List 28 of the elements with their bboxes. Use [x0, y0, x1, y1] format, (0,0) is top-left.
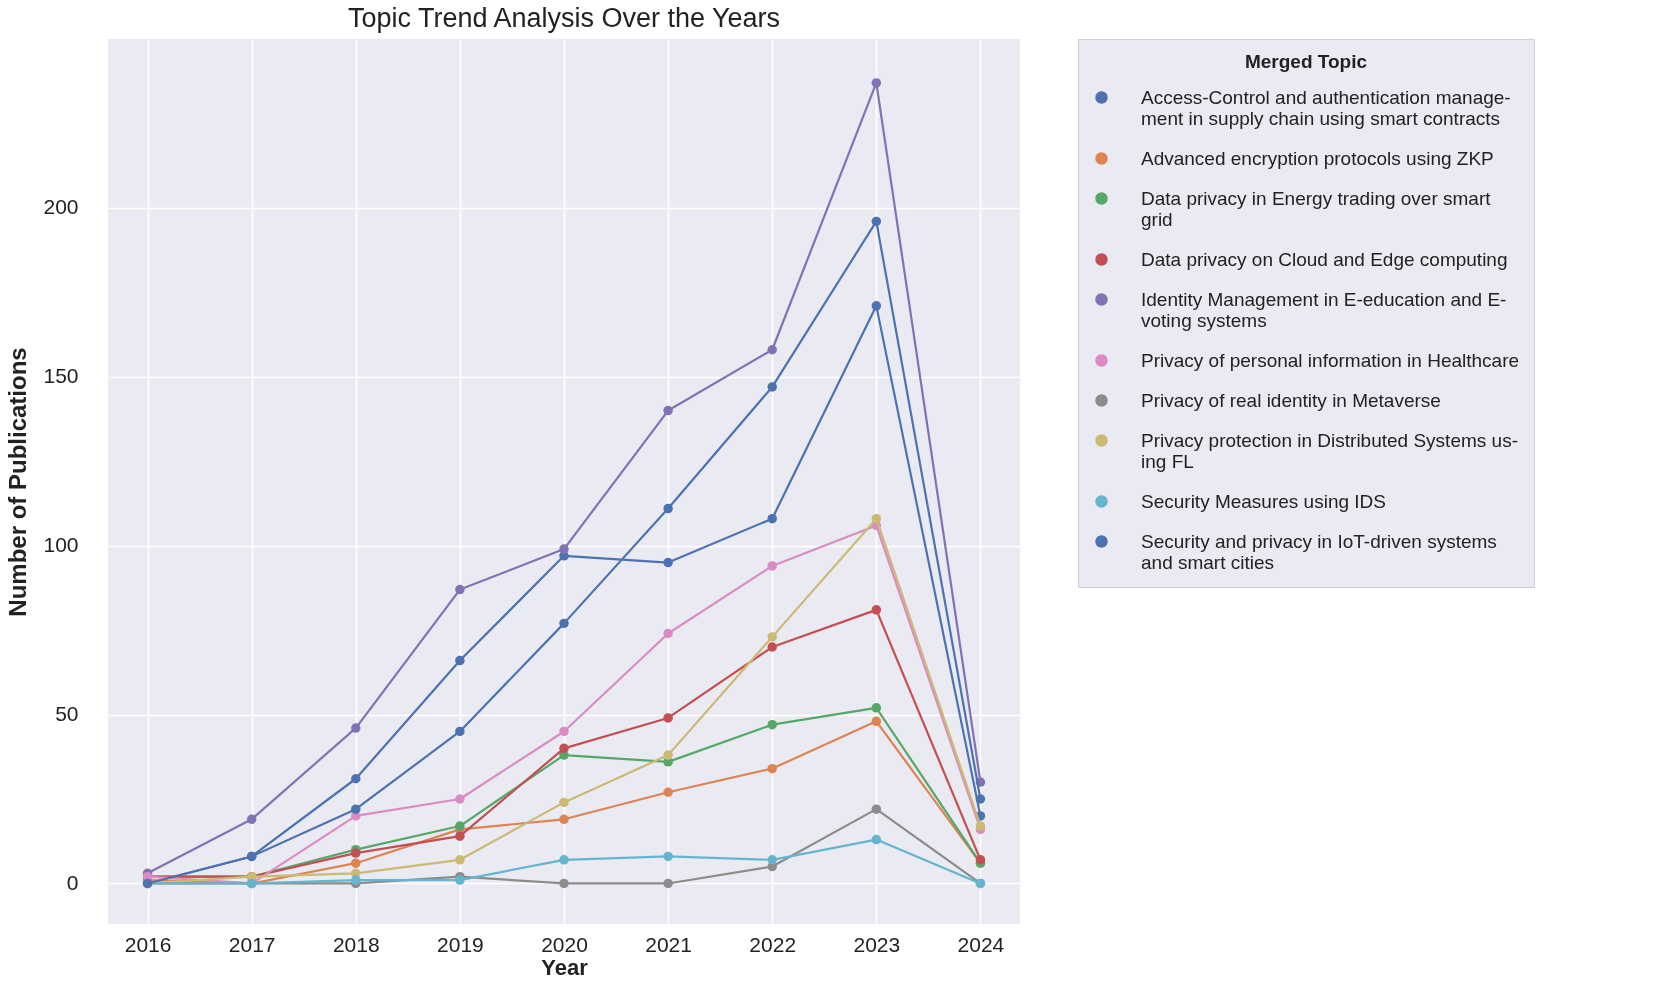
legend-title: Merged Topic [1244, 51, 1368, 72]
x-tick-label: 2024 [957, 932, 1005, 956]
legend-label: Security and privacy in IoT-driven systems and smart cities [1141, 530, 1497, 573]
y-tick-label: 0 [66, 870, 79, 894]
x-tick-label: 2020 [541, 932, 588, 956]
legend-label: Access-Control and authentication manage- ment in supply chain using smart contracts [1141, 86, 1511, 129]
legend-label: Privacy of personal information in Healthcare [1141, 349, 1520, 371]
legend-label: Advanced encryption protocols using ZKP [1141, 147, 1494, 169]
y-tick-label: 200 [43, 195, 79, 219]
legend-label: Privacy protection in Distributed Systems us- ing FL [1141, 429, 1518, 472]
y-axis-title: Number of Publications [4, 347, 32, 617]
x-tick-label: 2017 [228, 932, 276, 956]
x-tick-label: 2023 [853, 932, 901, 956]
y-tick-label: 100 [43, 533, 79, 557]
legend-label: Security Measures using IDS [1141, 490, 1386, 512]
legend-label: Identity Management in E-education and E- voting systems [1141, 288, 1507, 331]
legend-label: Data privacy on Cloud and Edge computing [1141, 248, 1508, 270]
x-tick-label: 2022 [749, 932, 797, 956]
x-tick-label: 2018 [332, 932, 380, 956]
y-tick-label: 150 [43, 364, 79, 388]
x-tick-label: 2016 [124, 932, 172, 956]
legend-label: Data privacy in Energy trading over smart grid [1141, 187, 1492, 230]
x-tick-label: 2019 [437, 932, 484, 956]
y-tick-label: 50 [55, 702, 79, 726]
legend-label: Privacy of real identity in Metaverse [1141, 389, 1441, 411]
x-axis-title: Year [541, 954, 589, 980]
x-tick-label: 2021 [645, 932, 692, 956]
chart-title: Topic Trend Analysis Over the Years [347, 2, 781, 33]
